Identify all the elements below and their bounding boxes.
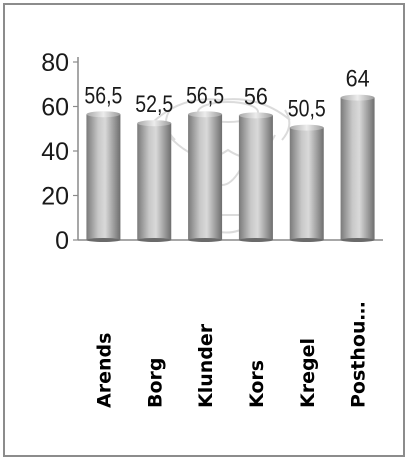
bar-posthou bbox=[340, 94, 375, 242]
bar bbox=[340, 97, 375, 240]
bar-series bbox=[86, 94, 375, 242]
x-tick-label: Arends bbox=[93, 333, 115, 408]
bar-klunder bbox=[188, 111, 223, 242]
y-axis: 0 20 40 60 80 bbox=[41, 49, 383, 255]
bar-top bbox=[137, 120, 172, 127]
bar-base bbox=[289, 238, 324, 242]
bar-top bbox=[188, 111, 223, 118]
bar-borg bbox=[137, 120, 172, 242]
bar-top bbox=[86, 111, 121, 118]
x-tick-label: Posthou… bbox=[348, 302, 370, 408]
data-labels: 56,5 52,5 56,5 56 50,5 64 bbox=[84, 66, 369, 123]
x-tick-label: Kregel bbox=[297, 338, 319, 408]
y-tick-label: 40 bbox=[41, 138, 69, 166]
x-tick-label: Borg bbox=[144, 357, 166, 408]
data-label: 56,5 bbox=[84, 82, 122, 109]
bar-top bbox=[289, 124, 324, 131]
x-tick-label: Kors bbox=[246, 360, 268, 408]
x-tick-label: Klunder bbox=[195, 323, 217, 408]
bar-kregel bbox=[289, 124, 324, 242]
x-axis-tick-labels: Arends Borg Klunder Kors Kregel Posthou… bbox=[93, 302, 369, 408]
bar bbox=[188, 114, 223, 240]
data-label: 56 bbox=[244, 83, 268, 110]
y-tick-label: 20 bbox=[41, 183, 69, 211]
bar-base bbox=[238, 238, 273, 242]
data-label: 64 bbox=[346, 66, 370, 93]
bar-top bbox=[238, 112, 273, 119]
data-label: 56,5 bbox=[186, 82, 224, 109]
bar bbox=[289, 127, 324, 240]
bar bbox=[137, 123, 172, 240]
bar-base bbox=[188, 238, 223, 242]
bar bbox=[86, 114, 121, 240]
bar-base bbox=[86, 238, 121, 242]
y-tick-label: 0 bbox=[55, 227, 69, 255]
y-tick-label: 60 bbox=[41, 94, 69, 122]
y-tick-label: 80 bbox=[41, 49, 69, 77]
bar-top bbox=[340, 94, 375, 101]
data-label: 50,5 bbox=[288, 96, 326, 123]
bar-arends bbox=[86, 111, 121, 242]
bar-base bbox=[137, 238, 172, 242]
bar-kors bbox=[238, 112, 273, 242]
bar bbox=[238, 115, 273, 240]
bar-base bbox=[340, 238, 375, 242]
data-label: 52,5 bbox=[135, 91, 173, 118]
